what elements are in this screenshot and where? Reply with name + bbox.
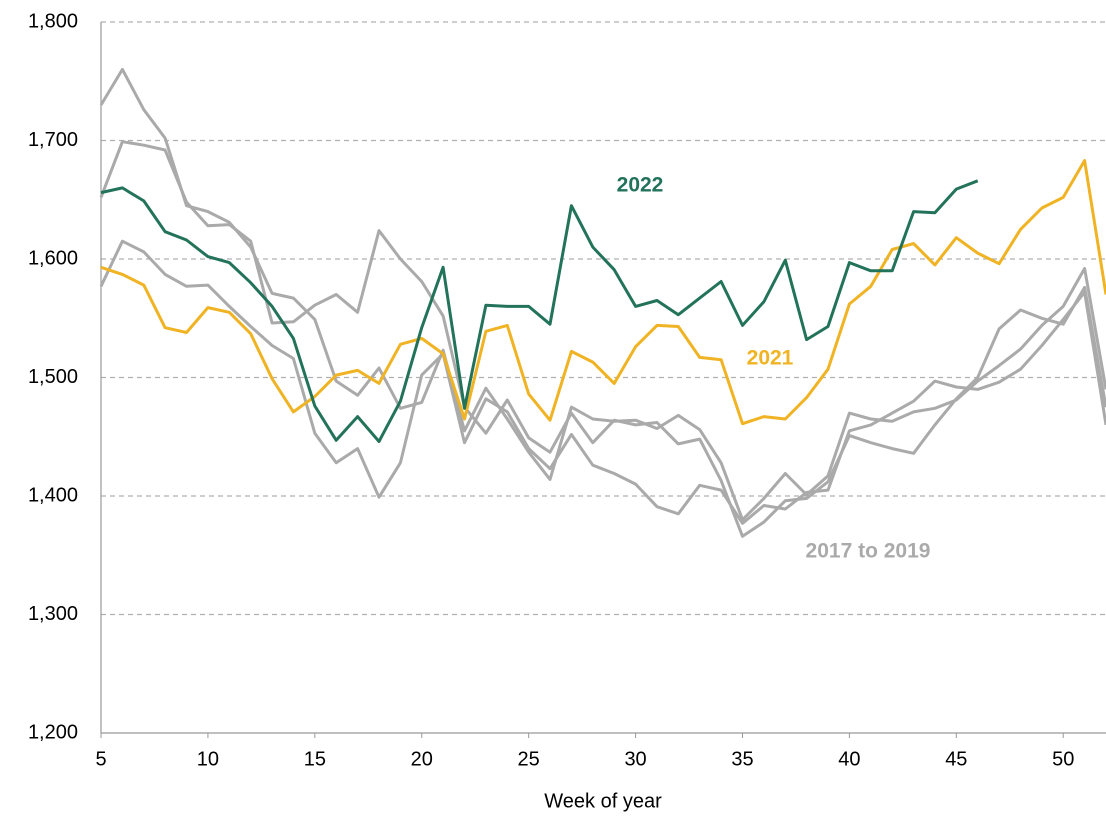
x-axis-label: Week of year <box>544 790 662 812</box>
series-label: 2017 to 2019 <box>806 540 931 563</box>
x-tick-label: 10 <box>197 748 219 770</box>
series-line <box>100 159 1106 426</box>
x-tick-label: 15 <box>304 748 326 770</box>
y-tick-label: 1,300 <box>28 603 78 625</box>
series-label: 2022 <box>617 174 664 197</box>
x-tick-label: 25 <box>518 748 540 770</box>
series-line <box>99 239 1106 525</box>
x-tick-label: 30 <box>624 748 646 770</box>
y-tick-label: 1,800 <box>28 10 78 32</box>
x-tick-label: 50 <box>1052 748 1074 770</box>
y-tick-label: 1,400 <box>28 484 78 506</box>
series-line <box>99 140 1106 538</box>
y-tick-label: 1,700 <box>28 129 78 151</box>
x-tick-label: 5 <box>95 748 106 770</box>
series-line <box>99 67 1106 522</box>
x-tick-label: 35 <box>731 748 753 770</box>
x-tick-label: 45 <box>945 748 967 770</box>
series-line <box>100 179 979 443</box>
x-tick-label: 20 <box>411 748 433 770</box>
y-tick-label: 1,200 <box>28 721 78 743</box>
y-tick-label: 1,500 <box>28 366 78 388</box>
y-tick-label: 1,600 <box>28 247 78 269</box>
series-label: 2021 <box>747 347 794 370</box>
x-tick-label: 40 <box>838 748 860 770</box>
